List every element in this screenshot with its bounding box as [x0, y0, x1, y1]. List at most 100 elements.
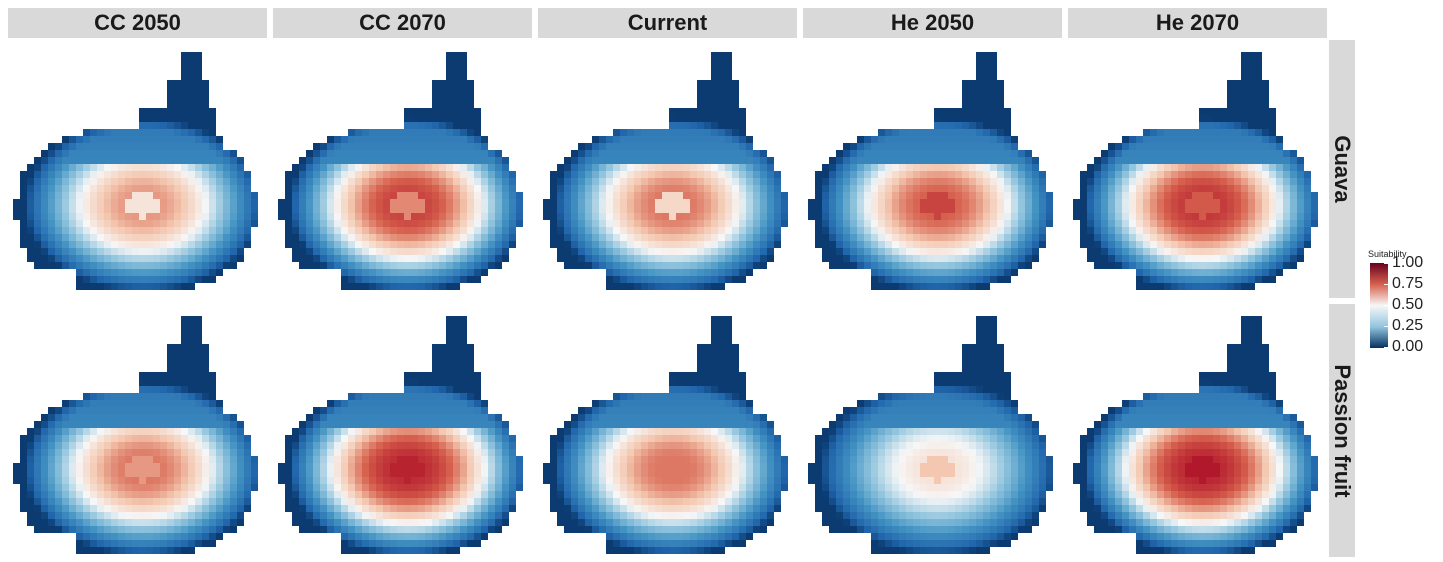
suitability-cell — [181, 547, 188, 554]
suitability-cell — [746, 241, 753, 248]
suitability-cell — [327, 157, 334, 164]
suitability-cell — [613, 255, 620, 262]
suitability-cell — [195, 171, 202, 178]
suitability-cell — [1227, 248, 1234, 255]
suitability-cell — [613, 171, 620, 178]
suitability-cell — [223, 428, 230, 435]
suitability-cell — [1297, 185, 1304, 192]
suitability-cell — [390, 255, 397, 262]
suitability-cell — [432, 241, 439, 248]
suitability-cell — [334, 199, 341, 206]
suitability-cell — [355, 213, 362, 220]
suitability-cell — [634, 269, 641, 276]
suitability-cell — [146, 136, 153, 143]
suitability-cell — [1199, 269, 1206, 276]
suitability-cell — [83, 178, 90, 185]
suitability-cell — [990, 115, 997, 122]
suitability-cell — [1025, 206, 1032, 213]
suitability-cell — [648, 283, 655, 290]
suitability-cell — [864, 234, 871, 241]
suitability-cell — [725, 227, 732, 234]
suitability-cell — [209, 498, 216, 505]
suitability-cell — [188, 66, 195, 73]
suitability-cell — [118, 456, 125, 463]
suitability-cell — [90, 393, 97, 400]
suitability-cell — [174, 108, 181, 115]
suitability-cell — [1164, 206, 1171, 213]
suitability-cell — [495, 206, 502, 213]
suitability-cell — [383, 269, 390, 276]
suitability-cell — [711, 157, 718, 164]
suitability-cell — [1025, 192, 1032, 199]
suitability-cell — [634, 213, 641, 220]
suitability-cell — [885, 248, 892, 255]
suitability-cell — [934, 283, 941, 290]
suitability-cell — [857, 192, 864, 199]
suitability-cell — [460, 365, 467, 372]
suitability-cell — [34, 505, 41, 512]
suitability-cell — [69, 206, 76, 213]
suitability-cell — [432, 178, 439, 185]
suitability-cell — [871, 276, 878, 283]
suitability-cell — [843, 199, 850, 206]
suitability-cell — [1241, 276, 1248, 283]
suitability-cell — [425, 171, 432, 178]
suitability-cell — [627, 164, 634, 171]
suitability-cell — [41, 227, 48, 234]
suitability-cell — [767, 157, 774, 164]
suitability-cell — [927, 241, 934, 248]
suitability-cell — [1178, 192, 1185, 199]
suitability-cell — [1227, 234, 1234, 241]
suitability-cell — [767, 192, 774, 199]
suitability-cell — [676, 283, 683, 290]
suitability-cell — [990, 248, 997, 255]
facet-row-strip: Passion fruit — [1329, 304, 1355, 557]
suitability-cell — [376, 269, 383, 276]
suitability-cell — [453, 220, 460, 227]
suitability-cell — [822, 220, 829, 227]
suitability-cell — [502, 185, 509, 192]
suitability-cell — [822, 241, 829, 248]
suitability-cell — [864, 143, 871, 150]
suitability-cell — [697, 269, 704, 276]
suitability-cell — [48, 185, 55, 192]
suitability-cell — [1157, 199, 1164, 206]
suitability-cell — [1227, 199, 1234, 206]
suitability-cell — [829, 206, 836, 213]
suitability-cell — [453, 227, 460, 234]
suitability-cell — [195, 192, 202, 199]
suitability-cell — [1129, 241, 1136, 248]
suitability-cell — [390, 227, 397, 234]
suitability-cell — [1297, 255, 1304, 262]
suitability-cell — [285, 206, 292, 213]
suitability-cell — [125, 206, 132, 213]
suitability-cell — [439, 192, 446, 199]
suitability-cell — [27, 213, 34, 220]
suitability-cell — [181, 276, 188, 283]
suitability-cell — [55, 192, 62, 199]
suitability-cell — [1185, 178, 1192, 185]
suitability-cell — [676, 129, 683, 136]
suitability-cell — [1004, 185, 1011, 192]
suitability-cell — [167, 227, 174, 234]
suitability-cell — [34, 206, 41, 213]
suitability-cell — [1150, 206, 1157, 213]
suitability-cell — [711, 59, 718, 66]
suitability-cell — [376, 393, 383, 400]
suitability-cell — [425, 372, 432, 379]
suitability-cell — [188, 108, 195, 115]
suitability-cell — [397, 129, 404, 136]
suitability-cell — [425, 400, 432, 407]
suitability-cell — [711, 248, 718, 255]
suitability-cell — [104, 400, 111, 407]
suitability-cell — [62, 400, 69, 407]
suitability-cell — [216, 157, 223, 164]
suitability-cell — [216, 269, 223, 276]
suitability-cell — [1297, 206, 1304, 213]
suitability-cell — [418, 255, 425, 262]
suitability-cell — [439, 129, 446, 136]
suitability-cell — [216, 477, 223, 484]
suitability-cell — [111, 498, 118, 505]
suitability-cell — [411, 276, 418, 283]
suitability-cell — [369, 150, 376, 157]
